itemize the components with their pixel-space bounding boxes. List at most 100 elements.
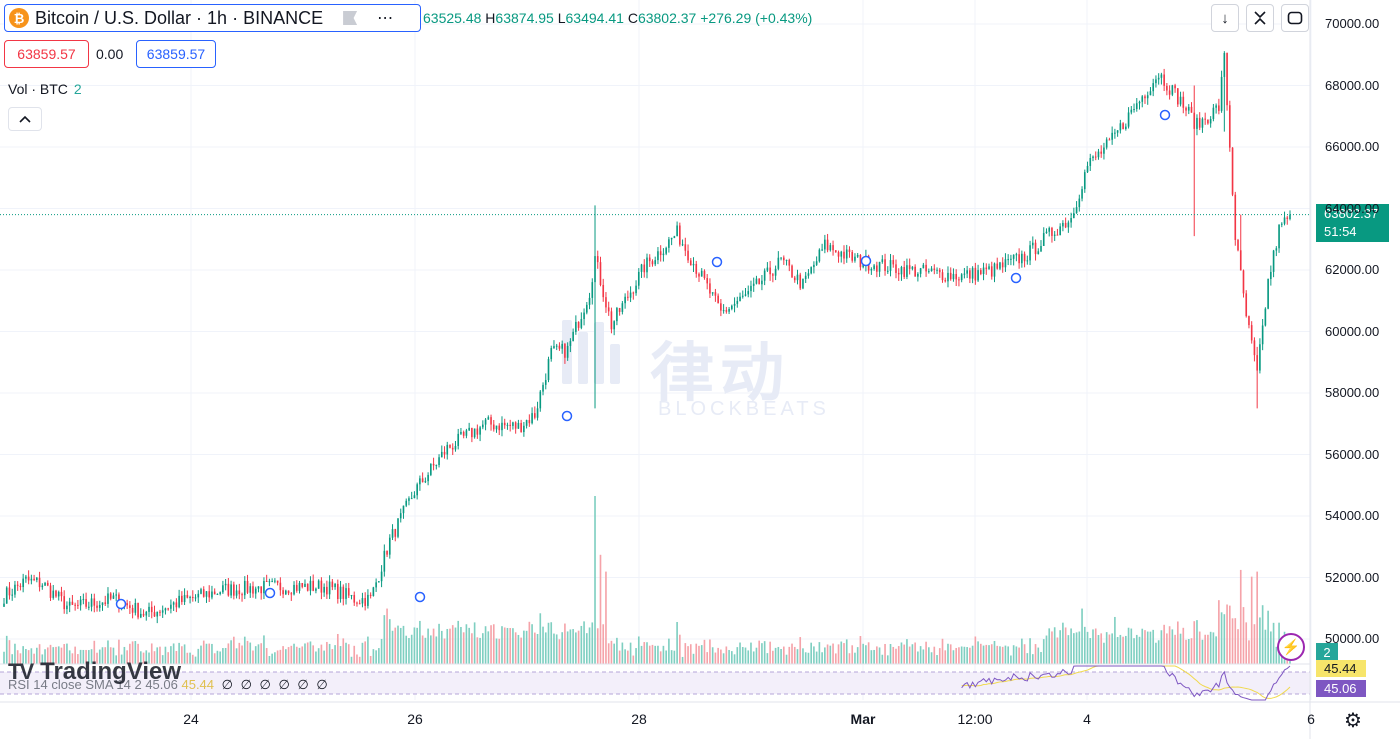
volume-bar	[870, 650, 873, 664]
candle-body	[739, 296, 741, 301]
volume-bar	[227, 643, 230, 664]
volume-bar	[577, 630, 580, 664]
volume-bar	[1135, 634, 1138, 664]
volume-bar	[1190, 638, 1193, 664]
candle-body	[605, 297, 607, 308]
scroll-down-button[interactable]: ↓	[1211, 4, 1239, 32]
flag-icon[interactable]	[343, 11, 358, 25]
volume-bar	[287, 647, 290, 664]
volume-bar	[315, 651, 317, 664]
candle-body	[1004, 259, 1007, 268]
collapse-pane-button[interactable]	[1246, 4, 1274, 32]
candle-body	[944, 280, 947, 282]
candle-body	[952, 273, 955, 280]
candle-body	[886, 270, 889, 272]
maximize-pane-button[interactable]	[1281, 4, 1309, 32]
candle-body	[435, 464, 438, 466]
candle-body	[815, 261, 818, 265]
flash-icon[interactable]: ⚡	[1277, 633, 1305, 661]
candle-body	[684, 244, 687, 251]
candle-body	[443, 451, 446, 455]
candle-body	[503, 422, 506, 426]
candle-body	[1250, 325, 1253, 341]
volume-bar	[1201, 639, 1204, 664]
candle-body	[430, 463, 432, 475]
volume-bar	[68, 650, 71, 664]
candle-body	[1171, 85, 1174, 95]
volume-bar	[952, 650, 955, 664]
time-tick-label: 24	[183, 711, 199, 727]
candle-body	[1018, 254, 1020, 264]
volume-bar	[345, 642, 347, 664]
candle-body	[777, 257, 780, 269]
candle-body	[741, 295, 744, 297]
volume-bar	[750, 642, 752, 664]
candle-body	[164, 608, 167, 611]
volume-bar	[323, 650, 325, 664]
chart-settings-icon[interactable]: ⚙	[1344, 710, 1362, 732]
candle-body	[774, 268, 777, 276]
volume-bar	[1242, 607, 1245, 664]
collapse-legend-button[interactable]	[8, 107, 42, 131]
candle-body	[408, 498, 410, 501]
volume-bar	[1215, 636, 1217, 664]
candle-body	[1149, 91, 1152, 96]
volume-bar	[254, 646, 257, 664]
candle-body	[958, 279, 960, 281]
candle-body	[495, 425, 498, 430]
candle-body	[287, 590, 290, 594]
candle-body	[1130, 109, 1133, 113]
candle-body	[575, 321, 577, 332]
candle-body	[416, 484, 418, 496]
volume-bar	[150, 643, 153, 664]
close-label: C	[627, 10, 638, 26]
volume-bar	[194, 656, 197, 664]
candle-body	[999, 262, 1001, 269]
candle-body	[1042, 233, 1045, 246]
candle-body	[654, 260, 657, 265]
candle-body	[454, 445, 457, 450]
candle-body	[178, 595, 180, 608]
candle-body	[911, 266, 914, 269]
volume-bar	[613, 643, 615, 664]
volume-bar	[293, 643, 295, 664]
volume-bar	[430, 635, 432, 664]
candle-body	[960, 274, 963, 281]
candle-body	[681, 244, 684, 246]
candle-body	[1234, 194, 1237, 240]
buy-button[interactable]: 63859.57	[136, 40, 216, 68]
volume-legend[interactable]: Vol · BTC 2	[8, 81, 82, 97]
volume-bar	[731, 651, 733, 664]
volume-bar	[36, 647, 38, 664]
candle-body	[1196, 117, 1198, 129]
candle-body	[1015, 254, 1018, 256]
price-tick-label: 68000.00	[1325, 77, 1380, 93]
tradingview-logo[interactable]: TV TradingView	[8, 658, 181, 686]
volume-bar	[334, 645, 336, 664]
volume-bar	[539, 613, 542, 664]
volume-bar	[276, 650, 279, 664]
volume-bar	[575, 632, 577, 664]
more-options-icon[interactable]: ⋯	[377, 10, 395, 27]
volume-bar	[413, 627, 416, 664]
candle-body	[785, 259, 788, 261]
rsi-legend[interactable]: RSI 14 close SMA 14 2 45.06 45.44 ∅ ∅ ∅ …	[8, 677, 330, 693]
volume-bar	[471, 633, 473, 664]
candle-body	[676, 225, 678, 237]
candle-body	[487, 417, 490, 420]
symbol-selector[interactable]: ₿ Bitcoin / U.S. Dollar · 1h · BINANCE ⋯	[4, 4, 421, 32]
volume-bar	[982, 645, 985, 664]
volume-bar	[1146, 631, 1149, 664]
volume-bar	[378, 648, 380, 664]
candle-body	[903, 267, 906, 277]
candle-body	[1245, 293, 1248, 317]
sell-button[interactable]: 63859.57	[4, 40, 89, 68]
volume-bar	[802, 648, 804, 664]
candle-body	[1270, 271, 1272, 280]
candle-body	[380, 571, 383, 582]
volume-bar	[1001, 646, 1004, 664]
candle-body	[895, 264, 897, 273]
volume-bar	[1259, 617, 1261, 664]
candle-body	[462, 431, 465, 436]
